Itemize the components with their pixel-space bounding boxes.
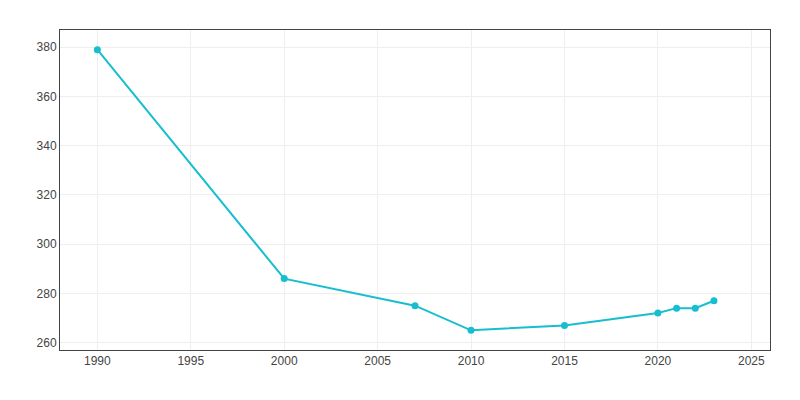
svg-text:280: 280 (37, 287, 57, 301)
svg-text:2000: 2000 (271, 354, 298, 368)
svg-text:2010: 2010 (458, 354, 485, 368)
svg-text:300: 300 (37, 237, 57, 251)
svg-text:260: 260 (37, 336, 57, 350)
svg-text:1990: 1990 (84, 354, 111, 368)
svg-text:2005: 2005 (364, 354, 391, 368)
svg-text:340: 340 (37, 139, 57, 153)
svg-text:380: 380 (37, 40, 57, 54)
svg-text:2025: 2025 (738, 354, 765, 368)
svg-text:360: 360 (37, 90, 57, 104)
svg-text:1995: 1995 (177, 354, 204, 368)
svg-text:320: 320 (37, 188, 57, 202)
svg-text:2020: 2020 (645, 354, 672, 368)
svg-text:2015: 2015 (551, 354, 578, 368)
